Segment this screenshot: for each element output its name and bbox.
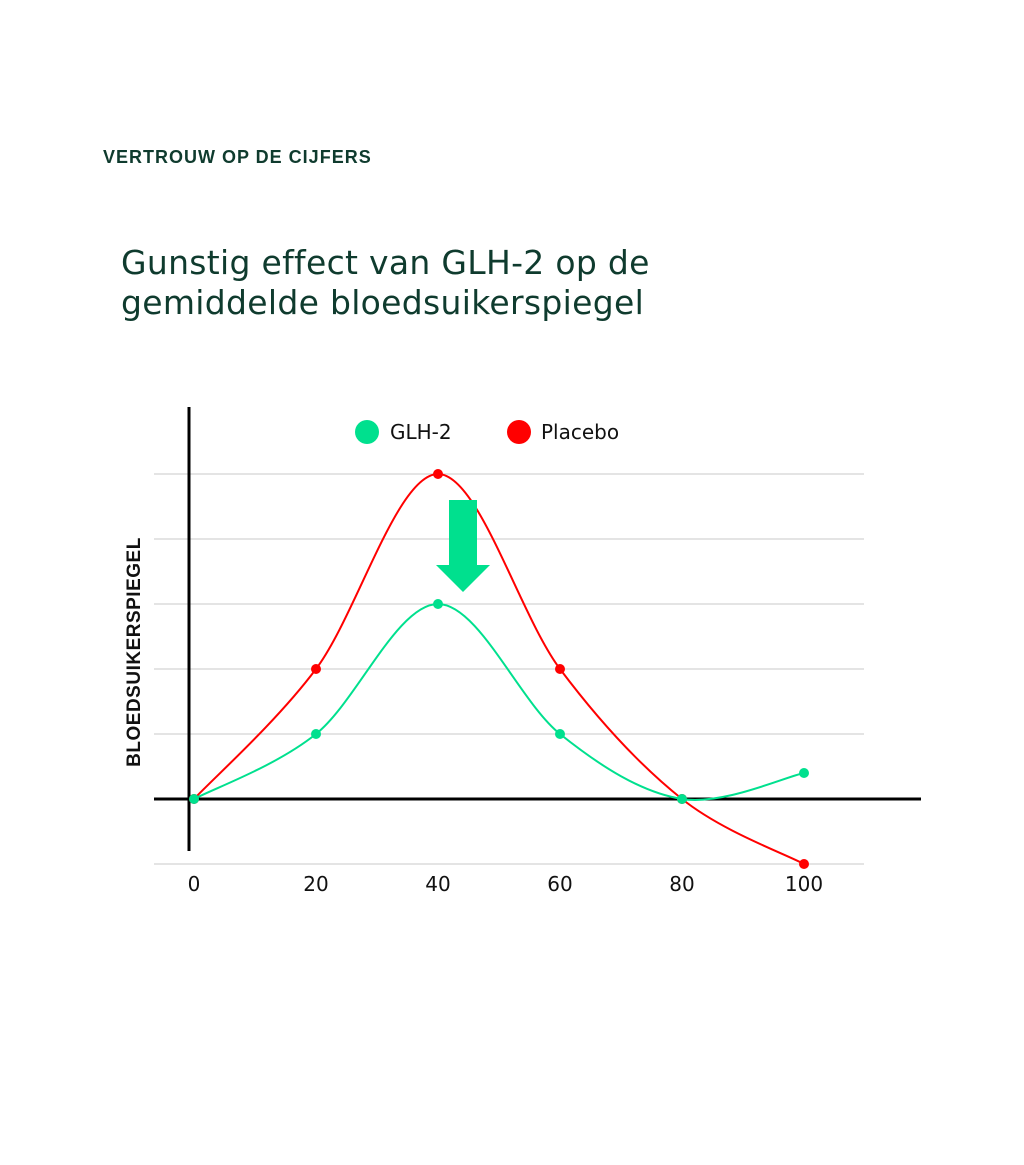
- gridlines: [154, 473, 864, 865]
- data-point[interactable]: [677, 794, 687, 804]
- legend-dot-icon: [355, 420, 379, 444]
- series-line: [193, 602, 805, 801]
- data-point[interactable]: [555, 729, 565, 739]
- x-tick-label: 20: [303, 872, 328, 896]
- data-point[interactable]: [433, 599, 443, 609]
- x-tick-label: 100: [785, 872, 823, 896]
- data-point[interactable]: [799, 859, 809, 869]
- data-point[interactable]: [189, 794, 199, 804]
- x-tick-label: 80: [669, 872, 694, 896]
- legend-item-glh2[interactable]: GLH-2: [355, 420, 452, 444]
- y-axis-label: BLOEDSUIKERSPIEGEL: [124, 537, 145, 767]
- data-point[interactable]: [433, 469, 443, 479]
- legend-dot-icon: [507, 420, 531, 444]
- legend-item-placebo[interactable]: Placebo: [507, 420, 619, 444]
- legend-label-placebo: Placebo: [541, 420, 619, 444]
- chart-title: Gunstig effect van GLH-2 op de gemiddeld…: [121, 243, 650, 323]
- chart-title-line-1: Gunstig effect van GLH-2 op de: [121, 243, 650, 282]
- x-tick-label: 40: [425, 872, 450, 896]
- data-point[interactable]: [555, 664, 565, 674]
- data-point[interactable]: [311, 729, 321, 739]
- eyebrow-label: VERTROUW OP DE CIJFERS: [103, 147, 372, 167]
- x-tick-label: 0: [188, 872, 201, 896]
- data-point[interactable]: [311, 664, 321, 674]
- legend-label-glh2: GLH-2: [390, 420, 452, 444]
- data-point[interactable]: [799, 768, 809, 778]
- x-tick-label: 60: [547, 872, 572, 896]
- series-glh2: [189, 599, 809, 804]
- legend: GLH-2 Placebo: [355, 420, 619, 444]
- down-arrow-icon: [436, 500, 490, 592]
- chart-title-line-2: gemiddelde bloedsuikerspiegel: [121, 283, 645, 322]
- x-tick-labels: 0 20 40 60 80 100: [188, 872, 823, 896]
